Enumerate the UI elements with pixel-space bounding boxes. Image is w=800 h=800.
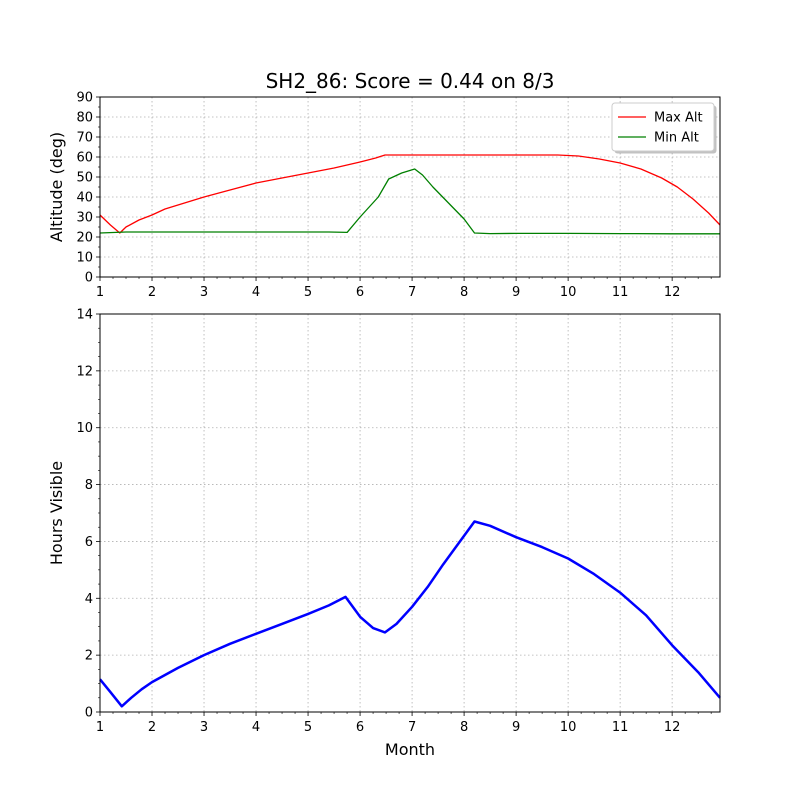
x-tick-label: 4 xyxy=(252,285,260,300)
y-tick-label: 8 xyxy=(85,478,93,493)
y-tick-label: 50 xyxy=(76,171,93,186)
y-tick-label: 6 xyxy=(85,535,93,550)
x-tick-label: 6 xyxy=(356,720,364,735)
series-0-line xyxy=(99,520,721,708)
x-tick-label: 1 xyxy=(96,285,104,300)
x-tick-label: 9 xyxy=(512,720,520,735)
x-tick-label: 4 xyxy=(252,720,260,735)
x-tick-label: 3 xyxy=(200,720,208,735)
x-tick-label: 10 xyxy=(560,285,577,300)
y-tick-label: 60 xyxy=(76,151,93,166)
month-x-axis-label: Month xyxy=(385,740,435,759)
x-tick-label: 5 xyxy=(304,720,312,735)
y-tick-label: 0 xyxy=(85,706,93,721)
y-tick-label: 12 xyxy=(76,364,93,379)
x-tick-label: 2 xyxy=(148,285,156,300)
y-tick-label: 4 xyxy=(85,592,93,607)
hours-y-axis-label: Hours Visible xyxy=(47,461,66,565)
y-tick-label: 90 xyxy=(76,91,93,106)
y-tick-label: 40 xyxy=(76,191,93,206)
x-tick-label: 12 xyxy=(664,720,681,735)
chart-title: SH2_86: Score = 0.44 on 8/3 xyxy=(266,69,555,93)
plot-frame xyxy=(99,96,721,278)
plot-frame xyxy=(99,313,721,713)
y-tick-label: 2 xyxy=(85,649,93,664)
x-tick-label: 1 xyxy=(96,720,104,735)
y-tick-label: 80 xyxy=(76,111,93,126)
y-tick-label: 14 xyxy=(76,308,93,323)
x-tick-label: 10 xyxy=(560,720,577,735)
x-tick-label: 8 xyxy=(460,285,468,300)
x-tick-label: 3 xyxy=(200,285,208,300)
x-tick-label: 9 xyxy=(512,285,520,300)
y-tick-label: 10 xyxy=(76,421,93,436)
min-alt-line xyxy=(99,168,720,235)
y-tick-label: 70 xyxy=(76,131,93,146)
x-tick-label: 12 xyxy=(664,285,681,300)
y-tick-label: 30 xyxy=(76,211,93,226)
x-tick-label: 8 xyxy=(460,720,468,735)
y-tick-label: 0 xyxy=(85,271,93,286)
x-tick-label: 11 xyxy=(612,285,629,300)
x-tick-label: 7 xyxy=(408,285,416,300)
y-tick-label: 10 xyxy=(76,251,93,266)
x-tick-label: 2 xyxy=(148,720,156,735)
legend-box xyxy=(611,102,715,152)
max-alt-line xyxy=(99,154,721,234)
legend-label-max-alt: Max Alt xyxy=(654,111,703,126)
legend-label-min-alt: Min Alt xyxy=(654,131,699,146)
y-tick-label: 20 xyxy=(76,231,93,246)
x-tick-label: 6 xyxy=(356,285,364,300)
x-tick-label: 5 xyxy=(304,285,312,300)
legend: Max Alt Min Alt xyxy=(611,102,717,154)
x-tick-label: 7 xyxy=(408,720,416,735)
altitude-y-axis-label: Altitude (deg) xyxy=(47,132,66,242)
x-tick-label: 11 xyxy=(612,720,629,735)
